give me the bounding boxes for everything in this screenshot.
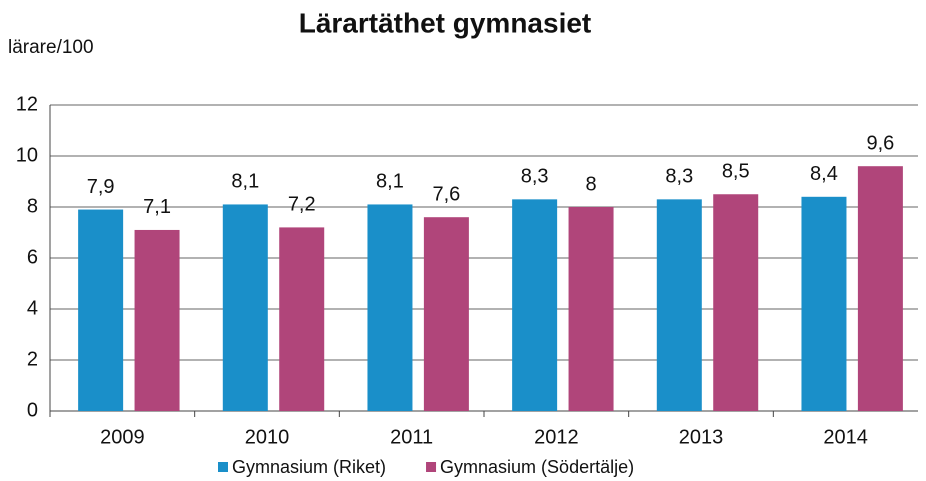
bar — [713, 194, 759, 411]
y-tick-label: 8 — [27, 195, 38, 217]
bar — [279, 227, 325, 411]
y-axis-label: lärare/100 — [8, 37, 94, 58]
data-label: 7,6 — [432, 183, 460, 205]
data-label: 8 — [585, 173, 596, 195]
x-tick-label: 2012 — [534, 426, 579, 448]
data-label: 8,4 — [810, 163, 838, 185]
bar — [512, 199, 558, 411]
bar — [656, 199, 702, 411]
y-tick-label: 0 — [27, 399, 38, 421]
bar — [568, 207, 614, 411]
data-label: 7,2 — [288, 194, 316, 216]
data-label: 8,5 — [722, 161, 750, 183]
y-tick-label: 10 — [16, 144, 38, 166]
bar — [857, 166, 903, 411]
bar — [78, 209, 124, 411]
x-tick-label: 2011 — [390, 426, 433, 448]
bar — [801, 196, 847, 411]
legend-swatch — [426, 462, 437, 472]
data-label: 8,3 — [521, 166, 549, 188]
legend-label: Gymnasium (Riket) — [232, 457, 386, 477]
x-tick-label: 2009 — [100, 426, 145, 448]
data-label: 8,1 — [231, 171, 259, 193]
data-label: 9,6 — [866, 132, 894, 154]
data-label: 7,1 — [143, 196, 171, 218]
x-tick-label: 2014 — [823, 426, 868, 448]
y-tick-label: 2 — [27, 348, 38, 370]
bar — [423, 217, 469, 411]
legend-label: Gymnasium (Södertälje) — [440, 457, 634, 477]
bar — [367, 204, 413, 411]
legend-swatch — [218, 462, 228, 472]
x-tick-label: 2010 — [245, 426, 290, 448]
data-label: 8,3 — [665, 166, 693, 188]
x-tick-label: 2013 — [679, 426, 724, 448]
data-label: 7,9 — [87, 176, 115, 198]
y-tick-label: 6 — [27, 246, 38, 268]
y-tick-label: 12 — [16, 93, 38, 115]
chart-title: Lärartäthet gymnasiet — [299, 7, 592, 38]
data-label: 8,1 — [376, 171, 404, 193]
bar — [134, 229, 180, 411]
bar — [222, 204, 268, 411]
y-tick-label: 4 — [27, 297, 38, 319]
